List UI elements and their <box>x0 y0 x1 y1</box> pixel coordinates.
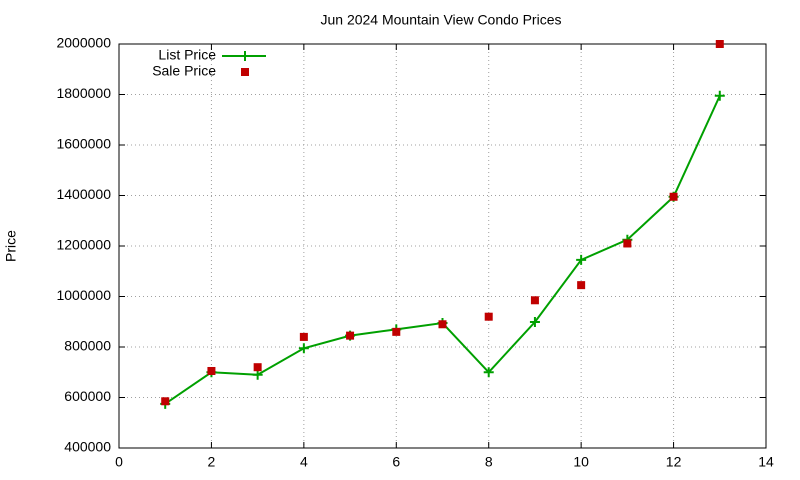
y-tick-label: 1200000 <box>56 237 111 253</box>
marker <box>346 331 355 340</box>
y-tick-label: 1400000 <box>56 186 111 202</box>
x-tick-label: 12 <box>666 454 682 470</box>
chart-title: Jun 2024 Mountain View Condo Prices <box>320 12 561 28</box>
marker <box>392 327 401 336</box>
x-tick-label: 14 <box>758 454 774 470</box>
marker <box>299 332 308 341</box>
y-tick-label: 400000 <box>64 439 111 455</box>
y-axis-label: Price <box>3 230 19 262</box>
y-tick-label: 1600000 <box>56 136 111 152</box>
x-tick-label: 2 <box>208 454 216 470</box>
marker <box>623 239 632 248</box>
x-tick-label: 6 <box>392 454 400 470</box>
marker <box>669 192 678 201</box>
legend-marker <box>240 51 250 61</box>
y-tick-label: 1000000 <box>56 287 111 303</box>
plot-frame <box>118 43 767 449</box>
marker <box>529 317 540 328</box>
marker <box>714 90 725 101</box>
y-tick-label: 800000 <box>64 338 111 354</box>
y-tick-label: 1800000 <box>56 85 111 101</box>
marker <box>298 343 309 354</box>
legend-label: List Price <box>158 47 216 63</box>
x-tick-label: 0 <box>115 454 123 470</box>
y-tick-label: 2000000 <box>56 35 111 51</box>
marker <box>577 281 586 290</box>
marker <box>715 40 724 48</box>
legend-marker <box>241 68 249 76</box>
marker <box>253 363 262 372</box>
marker <box>161 397 170 406</box>
marker <box>207 366 216 375</box>
x-tick-label: 10 <box>573 454 589 470</box>
marker <box>484 312 493 321</box>
y-tick-label: 600000 <box>64 388 111 404</box>
x-tick-label: 8 <box>485 454 493 470</box>
marker <box>483 367 494 378</box>
marker <box>530 296 539 305</box>
marker <box>252 369 263 380</box>
series-line <box>164 95 721 405</box>
marker <box>576 254 587 265</box>
marker <box>438 320 447 329</box>
x-tick-label: 4 <box>300 454 308 470</box>
legend-label: Sale Price <box>152 63 216 79</box>
